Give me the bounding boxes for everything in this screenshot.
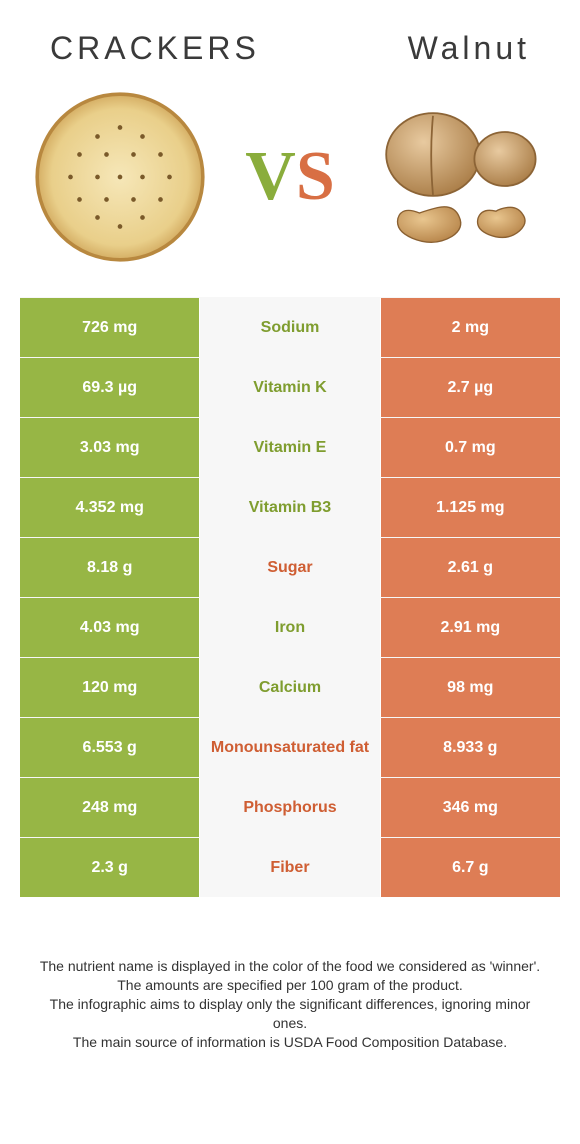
left-value: 6.553 g <box>20 718 200 777</box>
nutrient-label: Sodium <box>200 298 379 357</box>
hero-row: VS <box>20 77 560 292</box>
table-row: 8.18 gSugar2.61 g <box>20 537 560 597</box>
note-line: The infographic aims to display only the… <box>34 995 546 1033</box>
note-line: The main source of information is USDA F… <box>34 1033 546 1052</box>
right-value: 1.125 mg <box>380 478 560 537</box>
left-value: 3.03 mg <box>20 418 200 477</box>
note-line: The nutrient name is displayed in the co… <box>34 957 546 976</box>
vs-v: V <box>245 138 296 215</box>
table-row: 248 mgPhosphorus346 mg <box>20 777 560 837</box>
right-value: 6.7 g <box>380 838 560 897</box>
left-value: 69.3 µg <box>20 358 200 417</box>
table-row: 3.03 mgVitamin E0.7 mg <box>20 417 560 477</box>
left-value: 248 mg <box>20 778 200 837</box>
right-value: 98 mg <box>380 658 560 717</box>
left-value: 8.18 g <box>20 538 200 597</box>
nutrient-label: Vitamin E <box>200 418 379 477</box>
nutrient-label: Calcium <box>200 658 379 717</box>
footer-notes: The nutrient name is displayed in the co… <box>20 957 560 1051</box>
right-value: 8.933 g <box>380 718 560 777</box>
cracker-image <box>30 87 210 267</box>
right-value: 346 mg <box>380 778 560 837</box>
nutrient-label: Vitamin B3 <box>200 478 379 537</box>
left-value: 4.352 mg <box>20 478 200 537</box>
left-value: 726 mg <box>20 298 200 357</box>
left-food-title: CRACKERS <box>50 30 260 67</box>
table-row: 6.553 gMonounsaturated fat8.933 g <box>20 717 560 777</box>
walnut-image <box>370 87 550 267</box>
left-value: 4.03 mg <box>20 598 200 657</box>
page: CRACKERS Walnut <box>0 0 580 1144</box>
table-row: 4.352 mgVitamin B31.125 mg <box>20 477 560 537</box>
nutrient-label: Monounsaturated fat <box>200 718 379 777</box>
nutrient-table: 726 mgSodium2 mg69.3 µgVitamin K2.7 µg3.… <box>20 297 560 897</box>
vs-label: VS <box>245 137 335 217</box>
titles-row: CRACKERS Walnut <box>20 30 560 77</box>
nutrient-label: Phosphorus <box>200 778 379 837</box>
left-value: 120 mg <box>20 658 200 717</box>
nutrient-label: Fiber <box>200 838 379 897</box>
right-value: 2 mg <box>380 298 560 357</box>
table-row: 726 mgSodium2 mg <box>20 297 560 357</box>
table-row: 4.03 mgIron2.91 mg <box>20 597 560 657</box>
table-row: 120 mgCalcium98 mg <box>20 657 560 717</box>
nutrient-label: Iron <box>200 598 379 657</box>
nutrient-label: Vitamin K <box>200 358 379 417</box>
nutrient-label: Sugar <box>200 538 379 597</box>
note-line: The amounts are specified per 100 gram o… <box>34 976 546 995</box>
table-row: 69.3 µgVitamin K2.7 µg <box>20 357 560 417</box>
right-food-title: Walnut <box>408 30 530 67</box>
right-value: 2.7 µg <box>380 358 560 417</box>
right-value: 2.61 g <box>380 538 560 597</box>
left-value: 2.3 g <box>20 838 200 897</box>
table-row: 2.3 gFiber6.7 g <box>20 837 560 897</box>
vs-s: S <box>296 138 335 215</box>
right-value: 0.7 mg <box>380 418 560 477</box>
right-value: 2.91 mg <box>380 598 560 657</box>
